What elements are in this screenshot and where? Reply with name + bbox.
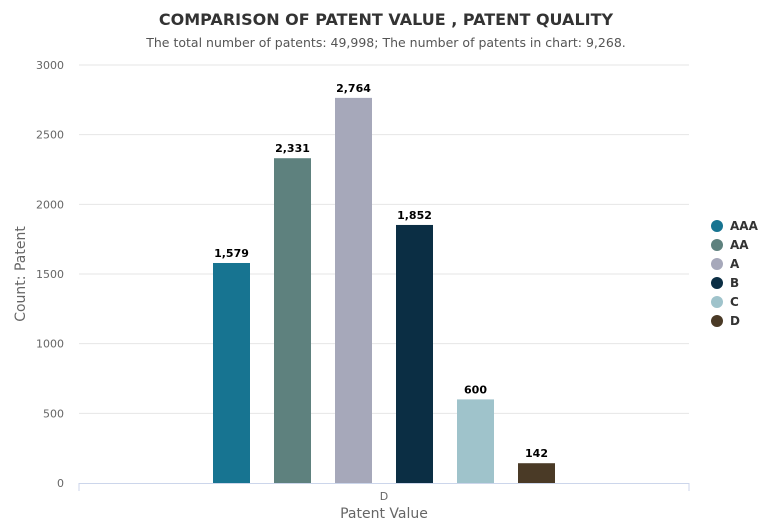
y-tick-label: 500 [43,407,64,420]
chart-title: COMPARISON OF PATENT VALUE , PATENT QUAL… [158,10,614,29]
y-tick-label: 2000 [36,198,64,211]
legend-label: C [730,295,739,309]
data-label: 2,764 [336,82,371,95]
legend-marker [711,258,723,270]
legend-label: D [730,314,740,328]
bar-a [335,97,372,484]
bar-b [396,224,433,484]
legend-marker [711,220,723,232]
y-tick-label: 1500 [36,268,64,281]
y-tick-label: 0 [57,477,64,490]
y-tick-label: 1000 [36,338,64,351]
y-tick-label: 3000 [36,59,64,72]
data-label: 142 [525,447,548,460]
y-tick-label: 2500 [36,129,64,142]
x-tick-label: D [380,490,388,503]
bar-d [518,463,555,483]
y-axis-title: Count: Patent [13,226,29,322]
data-label: 600 [464,383,487,396]
bar-aa [274,158,311,484]
chart-subtitle: The total number of patents: 49,998; The… [146,35,626,50]
legend-label: A [730,257,740,271]
legend-label: AAA [730,219,759,233]
legend-label: B [730,276,739,290]
legend-marker [711,277,723,289]
legend-label: AA [730,238,749,252]
x-axis-title: Patent Value [340,506,428,522]
legend-marker [711,315,723,327]
data-label: 1,579 [214,247,249,260]
data-label: 1,852 [397,209,432,222]
legend-marker [711,239,723,251]
data-label: 2,331 [275,142,310,155]
legend-marker [711,296,723,308]
bar-aaa [213,262,250,483]
bar-c [457,399,494,483]
